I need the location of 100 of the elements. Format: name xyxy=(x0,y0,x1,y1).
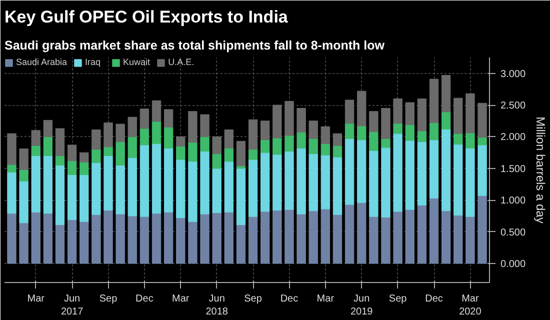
bar xyxy=(332,145,342,158)
bar xyxy=(320,154,330,210)
bar xyxy=(31,212,40,264)
bar xyxy=(55,128,65,156)
bar xyxy=(429,140,439,198)
bar xyxy=(116,164,125,214)
bar xyxy=(176,218,186,264)
bar xyxy=(441,128,451,212)
bar xyxy=(466,216,475,264)
x-tick-label: Dec xyxy=(136,294,154,304)
bar xyxy=(43,155,53,214)
bar xyxy=(381,108,390,139)
bar xyxy=(272,104,282,138)
bar xyxy=(344,123,354,139)
bar xyxy=(369,150,378,217)
bar xyxy=(140,144,150,217)
bar xyxy=(188,161,198,222)
bar xyxy=(176,159,186,218)
bar xyxy=(320,208,330,264)
bar xyxy=(212,136,222,154)
bar xyxy=(478,102,487,138)
bar xyxy=(55,164,65,226)
bar xyxy=(128,136,137,158)
bar xyxy=(332,156,342,215)
bar xyxy=(200,151,210,214)
bar xyxy=(31,130,40,146)
bar xyxy=(212,212,222,264)
bar xyxy=(405,124,414,141)
bar xyxy=(67,144,77,162)
chart-title: Key Gulf OPEC Oil Exports to India xyxy=(4,8,288,26)
bar xyxy=(272,210,282,264)
bar xyxy=(140,216,150,264)
x-tick-label: Jun 2019 xyxy=(350,294,374,318)
bar xyxy=(212,168,222,214)
bar xyxy=(80,152,89,162)
bar xyxy=(369,131,378,151)
bar xyxy=(369,111,378,132)
bar xyxy=(104,122,113,148)
bar xyxy=(140,128,150,146)
bar xyxy=(260,140,270,153)
y-tick-label: 0.500 xyxy=(500,227,526,238)
bar xyxy=(417,98,427,132)
bar xyxy=(236,140,246,166)
bar xyxy=(296,108,306,133)
bar xyxy=(393,133,402,212)
bar xyxy=(466,132,475,148)
bar xyxy=(308,210,318,264)
bar xyxy=(164,109,174,128)
bar xyxy=(80,162,89,176)
bar xyxy=(176,136,186,146)
bar xyxy=(478,144,487,196)
bar xyxy=(296,132,306,148)
bar xyxy=(308,154,318,212)
bar xyxy=(381,216,390,264)
x-tick-label: Sep xyxy=(244,294,262,304)
bar xyxy=(7,213,16,264)
bar xyxy=(7,172,16,214)
x-tick-label: Dec xyxy=(280,294,298,304)
bar xyxy=(260,211,270,264)
bar xyxy=(116,124,125,142)
bar xyxy=(248,119,258,150)
bar xyxy=(332,133,342,146)
bar xyxy=(441,112,451,130)
bar xyxy=(260,152,270,212)
bar xyxy=(43,213,53,264)
bar xyxy=(284,135,294,152)
bar xyxy=(429,78,439,124)
bar xyxy=(417,130,427,142)
bar xyxy=(466,93,475,134)
bar xyxy=(405,140,414,210)
x-tick-label: Sep xyxy=(99,294,118,304)
x-tick-label: Sep xyxy=(388,294,408,304)
bar xyxy=(393,211,402,264)
bar xyxy=(188,111,198,143)
bar xyxy=(454,144,463,216)
bar xyxy=(284,100,294,136)
bar xyxy=(405,209,414,264)
bar xyxy=(31,145,40,156)
bar xyxy=(224,148,234,162)
bar xyxy=(296,148,306,214)
x-tick-label: Mar 2020 xyxy=(459,294,482,318)
bar xyxy=(92,214,101,264)
bar xyxy=(344,100,354,124)
bar xyxy=(381,147,390,218)
bar xyxy=(357,202,366,264)
bar xyxy=(236,168,246,226)
bar xyxy=(224,130,234,148)
bar xyxy=(176,146,186,160)
bar xyxy=(357,126,366,140)
bar xyxy=(344,204,354,264)
bar xyxy=(7,164,16,172)
bar xyxy=(128,157,137,216)
bar xyxy=(236,224,246,264)
bar xyxy=(104,210,113,264)
bar xyxy=(152,121,162,144)
bar xyxy=(357,90,366,126)
chart-subtitle: Saudi grabs market share as total shipments fall to 8-month low xyxy=(4,38,385,52)
bar xyxy=(478,195,487,264)
bar xyxy=(164,126,174,148)
bar xyxy=(188,142,198,162)
